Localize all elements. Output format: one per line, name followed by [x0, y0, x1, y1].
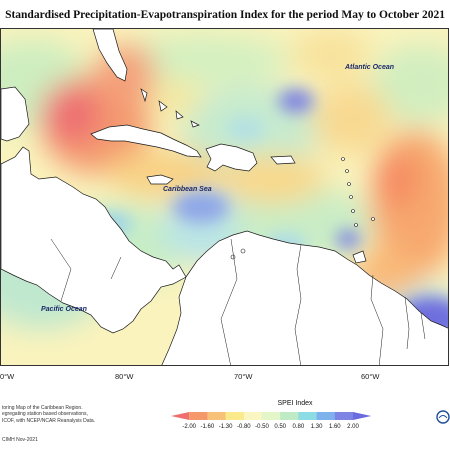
legend-swatch [353, 412, 372, 420]
spei-map: Atlantic Ocean Caribbean Sea Pacific Oce… [0, 28, 449, 366]
legend-swatch [298, 412, 317, 420]
legend-ticks: -2.00 -1.60 -1.30 -0.80 -0.50 0.50 0.80 1.30 1.6… [180, 424, 362, 434]
caribbean-sea-label: Caribbean Sea [163, 186, 212, 193]
footer-description: toring Map of the Caribbean Region. egre… [2, 405, 122, 424]
cimh-logo-icon [436, 410, 450, 424]
yucatan-land [1, 86, 30, 142]
footer-line: toring Map of the Caribbean Region. [2, 405, 83, 411]
legend-swatch [316, 412, 336, 420]
legend-tick-label: 1.30 [310, 424, 323, 430]
legend-swatch [280, 412, 299, 420]
legend-swatch [334, 412, 354, 420]
spei-field [1, 29, 448, 365]
longitude-label: 0°W [0, 372, 15, 381]
legend-tick-label: -0.80 [236, 424, 251, 430]
legend-swatch [171, 412, 190, 420]
longitude-label: 60°W [361, 372, 380, 381]
hispaniola-land [205, 143, 258, 172]
puerto-rico-land [270, 155, 296, 165]
trinidad-land [352, 250, 367, 264]
legend-tick-label: -2.00 [182, 424, 197, 430]
footer-line: egregating station based observations, [2, 411, 88, 418]
legend-tick-label: 0.50 [274, 424, 287, 430]
legend-tick-label: 2.00 [347, 424, 359, 430]
longitude-label: 70°W [234, 372, 253, 381]
florida-land [92, 29, 128, 82]
footer-line: ICOF, with NCEP/NCAR Reanalysis Data. [2, 417, 96, 424]
legend-swatch [189, 412, 208, 420]
legend-tick-label: 0.80 [292, 424, 305, 430]
pacific-ocean-label: Pacific Ocean [41, 306, 87, 313]
legend-tick-label: -0.50 [255, 424, 269, 430]
legend-swatch [262, 412, 281, 420]
jamaica-land [146, 174, 174, 185]
cuba-land [90, 124, 202, 158]
atlantic-ocean-label: Atlantic Ocean [345, 64, 395, 71]
legend-tick-label: -1.60 [200, 424, 215, 430]
central-america-land [1, 146, 187, 334]
legend-title: SPEI Index [277, 400, 313, 407]
legend-swatch [243, 412, 263, 420]
legend-swatch [225, 412, 245, 420]
legend-tick-label: -1.30 [218, 424, 233, 430]
legend-swatch [207, 412, 226, 420]
map-title: Standardised Precipitation-Evapotranspir… [5, 9, 445, 21]
footer-date: CIMH Nov-2021 [2, 437, 38, 443]
south-america-land [161, 230, 448, 365]
legend-tick-label: 1.60 [328, 424, 341, 430]
longitude-label: 80°W [115, 372, 134, 381]
spei-colorbar [171, 412, 372, 420]
